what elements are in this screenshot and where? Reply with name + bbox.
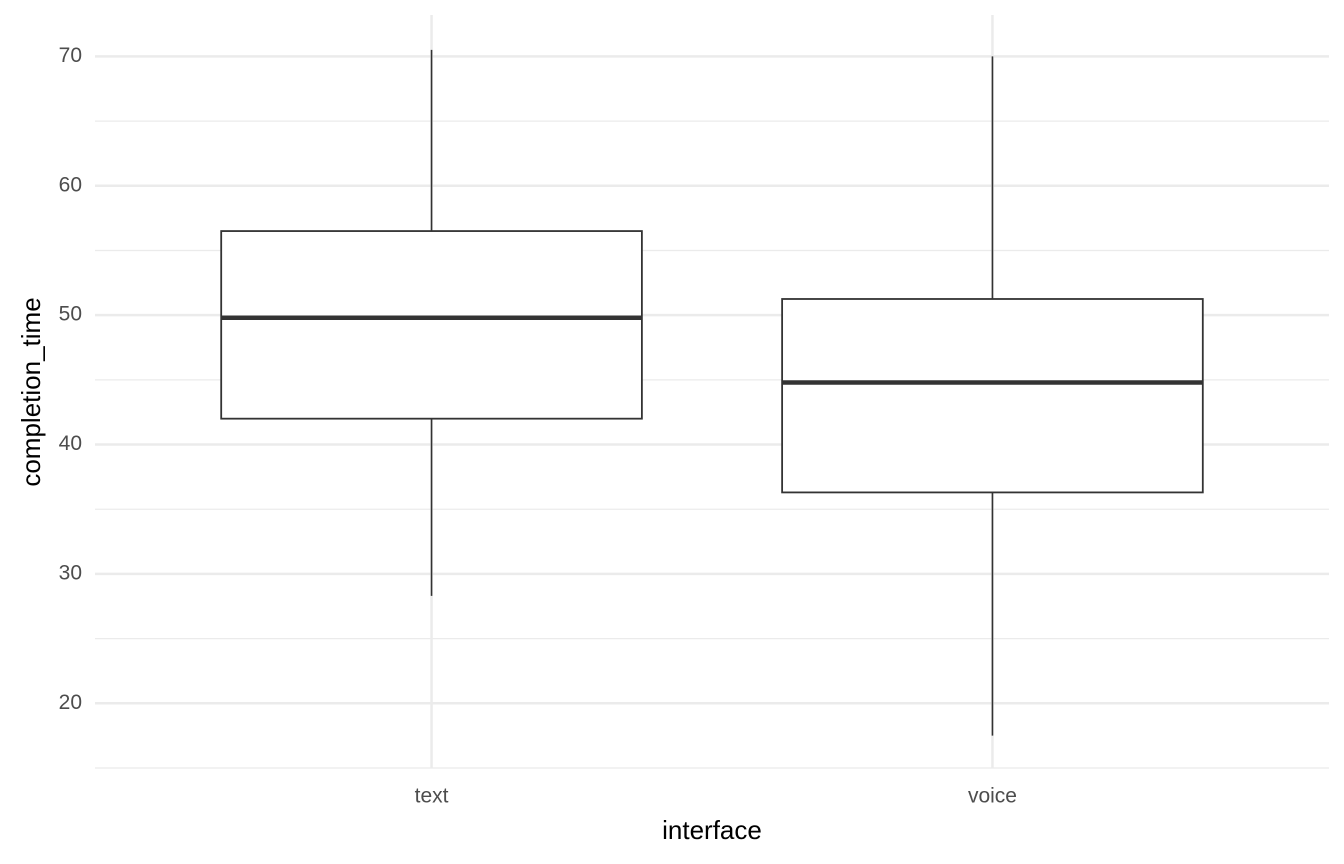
x-axis-title: interface [662,815,762,845]
y-tick-label: 60 [59,173,82,196]
x-tick-label: voice [968,785,1017,808]
y-tick-label: 20 [59,691,82,714]
y-tick-label: 40 [59,432,82,455]
y-tick-label: 30 [59,561,82,584]
x-tick-label: text [415,785,449,808]
y-axis-title: completion_time [16,297,46,486]
box [220,230,643,420]
y-tick-label: 70 [59,44,82,67]
box [781,298,1204,494]
y-tick-label: 50 [59,303,82,326]
